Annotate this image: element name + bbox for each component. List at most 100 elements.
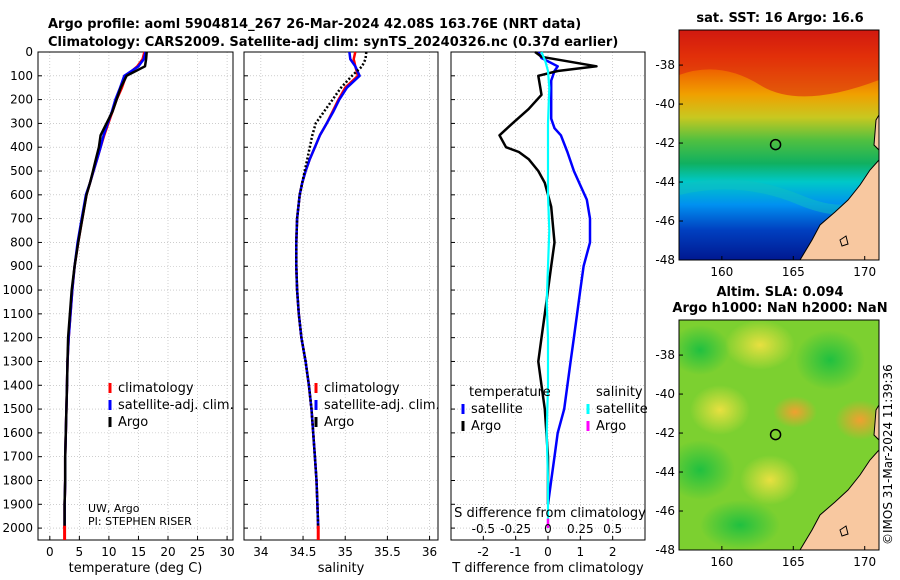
map-y-tick-label: -46 xyxy=(655,504,675,518)
y-tick-label: 300 xyxy=(10,116,33,130)
map-y-tick-label: -44 xyxy=(655,465,675,479)
legend-entry: satellite-adj. clim. xyxy=(324,398,440,413)
legend-entry: Argo xyxy=(596,419,626,434)
y-tick-label: 800 xyxy=(10,235,33,249)
sla-map-field xyxy=(679,320,879,550)
y-tick-label: 200 xyxy=(10,93,33,107)
difference-top-axis-label: S difference from climatology xyxy=(454,506,646,521)
y-tick-label: 1700 xyxy=(2,450,33,464)
y-tick-label: 2000 xyxy=(2,521,33,535)
y-tick-label: 1300 xyxy=(2,354,33,368)
salinity-axes-frame xyxy=(243,51,439,541)
x-tick-label: 35.5 xyxy=(374,545,401,559)
y-tick-label: 1600 xyxy=(2,426,33,440)
sla-map-title-line2: Argo h1000: NaN h2000: NaN xyxy=(672,301,887,316)
difference-series-temperature-satellite xyxy=(537,51,592,505)
map-x-tick-label: 160 xyxy=(710,555,733,569)
x-tick-label: 15 xyxy=(131,545,146,559)
map-x-tick-label: 165 xyxy=(782,265,805,279)
salinity-x-axis-label: salinity xyxy=(318,561,365,576)
sla-argo-location-marker xyxy=(769,428,782,441)
x-tick-label: 5 xyxy=(76,545,84,559)
map-y-tick-label: -38 xyxy=(655,348,675,362)
map-y-tick-label: -48 xyxy=(655,543,675,557)
y-tick-label: 1000 xyxy=(2,283,33,297)
x-tick-label: -1 xyxy=(510,545,522,559)
map-x-tick-label: 165 xyxy=(782,555,805,569)
map-y-tick-label: -42 xyxy=(655,136,675,150)
map-x-tick-label: 170 xyxy=(853,555,876,569)
x-tick-label: 0 xyxy=(544,545,552,559)
s-tick-label: 0.5 xyxy=(603,522,622,536)
y-tick-label: 1900 xyxy=(2,497,33,511)
figure-title-line2: Climatology: CARS2009. Satellite-adj cli… xyxy=(48,35,618,50)
sst-map-title: sat. SST: 16 Argo: 16.6 xyxy=(696,11,863,26)
y-tick-label: 0 xyxy=(25,45,33,59)
salinity-panel: 34 34.5 35 35.5 36 salinity climatology satelli… xyxy=(243,51,440,576)
map-y-tick-label: -44 xyxy=(655,175,675,189)
legend-entry: climatology xyxy=(324,381,400,396)
legend-entry: Argo xyxy=(324,415,354,430)
difference-panel: -2 -1 0 1 2 T difference from climatology temp… xyxy=(450,51,648,576)
temperature-series-argo xyxy=(63,51,148,529)
sla-map-title-line1: Altim. SLA: 0.094 xyxy=(717,285,844,300)
y-tick-label: 1400 xyxy=(2,378,33,392)
map-y-tick-label: -40 xyxy=(655,387,675,401)
salinity-series-argo xyxy=(295,51,368,529)
map-x-tick-label: 160 xyxy=(710,265,733,279)
difference-x-axis-label: T difference from climatology xyxy=(451,561,644,576)
legend-entry: Argo xyxy=(118,415,148,430)
y-tick-label: 1200 xyxy=(2,331,33,345)
sst-argo-location-marker xyxy=(769,138,782,151)
s-tick-label: 0.25 xyxy=(567,522,594,536)
temperature-x-axis-label: temperature (deg C) xyxy=(69,561,203,576)
y-tick-label: 500 xyxy=(10,164,33,178)
y-tick-label: 900 xyxy=(10,259,33,273)
salinity-series-satellite-adj-clim- xyxy=(295,51,361,529)
map-y-tick-label: -38 xyxy=(655,58,675,72)
y-tick-label: 700 xyxy=(10,212,33,226)
map-y-tick-label: -46 xyxy=(655,214,675,228)
difference-series-temperature-argo xyxy=(498,51,598,505)
legend-entry: climatology xyxy=(118,381,194,396)
sst-map-field xyxy=(679,30,879,260)
legend-entry: satellite-adj. clim. xyxy=(118,398,234,413)
y-tick-label: 1500 xyxy=(2,402,33,416)
x-tick-label: 1 xyxy=(577,545,585,559)
x-tick-label: 25 xyxy=(190,545,205,559)
x-tick-label: 36 xyxy=(422,545,437,559)
difference-series-salinity-satellite xyxy=(540,51,551,529)
map-x-tick-label: 170 xyxy=(853,265,876,279)
legend-entry: satellite xyxy=(596,402,648,417)
y-tick-label: 400 xyxy=(10,140,33,154)
x-tick-label: 0 xyxy=(46,545,54,559)
x-tick-label: 34 xyxy=(253,545,268,559)
x-tick-label: 20 xyxy=(160,545,175,559)
legend-entry: Argo xyxy=(471,419,501,434)
x-tick-label: 30 xyxy=(219,545,234,559)
map-y-tick-label: -40 xyxy=(655,97,675,111)
map-y-tick-label: -42 xyxy=(655,426,675,440)
x-tick-label: 34.5 xyxy=(290,545,317,559)
tasmania-land xyxy=(799,159,879,260)
map-panels: sat. SST: 16 Argo: 16.6 Altim. SLA: 0.09… xyxy=(655,11,887,569)
y-tick-label: 1100 xyxy=(2,307,33,321)
x-tick-label: -2 xyxy=(477,545,489,559)
y-tick-label: 1800 xyxy=(2,473,33,487)
y-tick-label: 600 xyxy=(10,188,33,202)
y-tick-label: 100 xyxy=(10,69,33,83)
x-tick-label: 10 xyxy=(101,545,116,559)
x-tick-label: 35 xyxy=(338,545,353,559)
imos-timestamp: ©IMOS 31-Mar-2024 11:39:36 xyxy=(881,364,895,545)
temperature-series-satellite-adj-clim- xyxy=(63,51,147,529)
legend-entry: satellite xyxy=(471,402,523,417)
credits-line2: PI: STEPHEN RISER xyxy=(88,515,192,528)
temperature-panel: 0 5 10 15 20 25 30 temperature (deg C) 0 100 200 30… xyxy=(2,45,234,576)
x-tick-label: 2 xyxy=(609,545,617,559)
legend-title-temperature: temperature xyxy=(469,385,551,400)
temperature-axes-frame xyxy=(37,51,234,541)
credits-line1: UW, Argo xyxy=(88,502,140,515)
map-y-tick-label: -48 xyxy=(655,253,675,267)
